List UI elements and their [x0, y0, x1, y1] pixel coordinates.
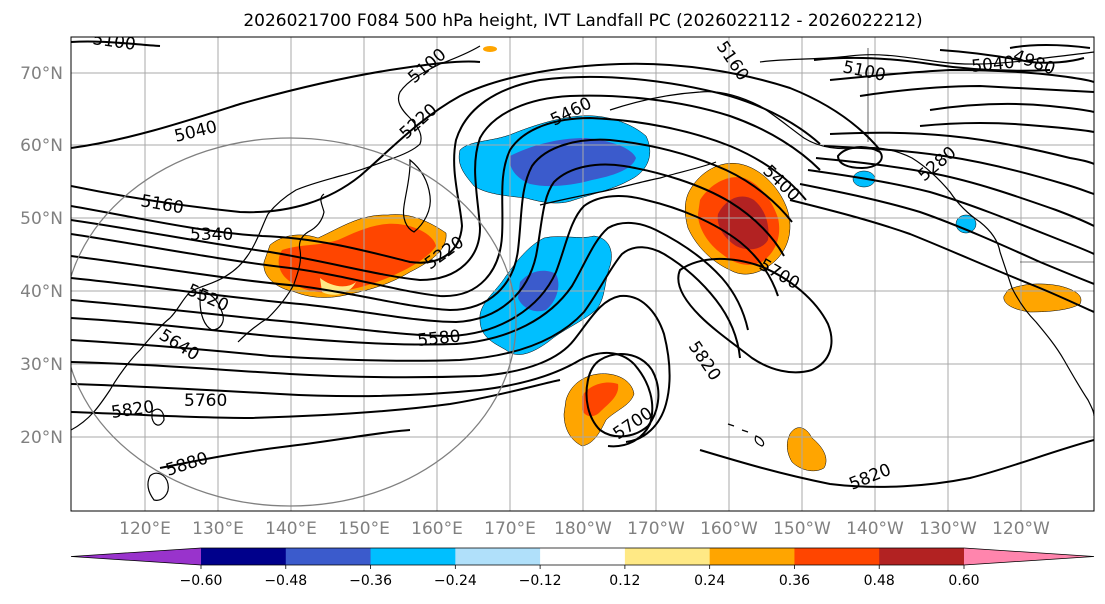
lon-label: 170°W [627, 519, 685, 539]
contour-label: 5100 [91, 29, 137, 55]
lon-label: 130°E [192, 519, 244, 539]
colorbar-extend-low [71, 548, 201, 565]
ivt-area-northpac-neg-inner [509, 138, 636, 187]
coast-kamchatka [402, 158, 431, 233]
contour-5040-east [939, 49, 1085, 64]
coast-korea [199, 289, 224, 331]
ivt-area-subtrop-west-inner [582, 382, 619, 417]
contour-5700-low [585, 353, 660, 438]
coast-japan [237, 193, 325, 343]
contour-5640-west [71, 246, 741, 362]
coast-asia [71, 45, 481, 431]
contour-5040-west [71, 60, 481, 149]
map-frame [70, 36, 1095, 512]
lon-label: 120°W [992, 519, 1050, 539]
contour-5580-east [807, 169, 1094, 255]
lat-labels: 70°N 60°N 50°N 40°N 30°N 20°N [20, 64, 63, 448]
contour-5280-east [929, 102, 1094, 113]
contour-5700-west [71, 294, 671, 443]
contour-5460-east [823, 145, 1094, 195]
colorbar-tick-label: −0.12 [519, 573, 562, 589]
coast-taiwan [151, 408, 165, 426]
colorbar-tick-label: 0.36 [779, 573, 810, 589]
coast-philippines [147, 472, 169, 501]
ivt-area-japan-inner [278, 223, 436, 293]
colorbar-band [455, 548, 541, 565]
colorbar-tick-label: −0.24 [434, 573, 477, 589]
contour-5520-west [71, 195, 779, 338]
lon-label: 140°W [846, 519, 904, 539]
contour-5760-west [71, 352, 654, 448]
contour-5580-west [71, 222, 749, 346]
lon-label: 120°E [119, 519, 171, 539]
colorbar: −0.60 −0.48 −0.36 −0.24 −0.12 0.12 0.24 0.36 0.4… [70, 547, 1095, 589]
distance-ring [71, 137, 517, 507]
colorbar-band [370, 548, 456, 565]
contour-4980-east [1009, 44, 1091, 49]
contour-5220-east [859, 84, 1094, 97]
lon-label: 130°W [919, 519, 977, 539]
contour-label: 5340 [190, 225, 233, 245]
coast-hawaii [727, 423, 765, 447]
colorbar-band [794, 548, 880, 565]
contour-5820-southeast [699, 439, 1094, 488]
contour-5340-east [919, 122, 1094, 133]
contour-5640-east [799, 183, 1094, 285]
contour-5400-east [829, 131, 1094, 165]
lon-label: 150°E [338, 519, 390, 539]
contour-5100-east [813, 56, 1051, 72]
contour-5460-west [71, 163, 785, 324]
contour-5700-east [789, 199, 1094, 313]
colorbar-extend-high [964, 548, 1094, 565]
colorbar-tick-label: −0.48 [264, 573, 307, 589]
lon-label: 160°E [411, 519, 463, 539]
lat-label: 40°N [20, 282, 63, 302]
lon-label: 140°E [265, 519, 317, 539]
contour-5280-west [71, 94, 821, 282]
contour-5340-west [71, 116, 807, 298]
contour-label: 5760 [184, 391, 227, 411]
coast-north-america [999, 251, 1094, 417]
colorbar-band [624, 548, 711, 565]
lon-label: 150°W [773, 519, 831, 539]
lat-label: 60°N [20, 136, 63, 156]
colorbar-tick-label: 0.12 [609, 573, 640, 589]
lat-label: 20°N [20, 428, 63, 448]
map-title: 2026021700 F084 500 hPa height, IVT Land… [243, 11, 922, 31]
height-contours [71, 40, 1094, 488]
colorbar-band [201, 548, 287, 565]
contour-5880 [159, 429, 411, 469]
contour-5100-west [71, 40, 161, 47]
contour-5220-west [71, 75, 821, 264]
colorbar-band [879, 548, 965, 565]
colorbar-tick-label: −0.36 [349, 573, 392, 589]
contour-label: 5580 [416, 327, 461, 351]
colorbar-tick-label: 0.24 [694, 573, 725, 589]
contour-5820-west [71, 379, 561, 420]
ivt-area-arctic-pos [483, 46, 497, 52]
lat-label: 70°N [20, 64, 63, 84]
ivt-area-hawaii [787, 427, 827, 472]
colorbar-band [285, 548, 372, 565]
lon-label: 180°W [554, 519, 612, 539]
lon-labels: 120°E 130°E 140°E 150°E 160°E 170°E 180°… [119, 519, 1050, 539]
contour-5160-west [71, 62, 881, 214]
contour-closed-low [836, 146, 883, 170]
colorbar-tick-label: 0.60 [948, 573, 979, 589]
contour-5520-east [815, 157, 1094, 227]
gridlines [71, 37, 1094, 511]
coast-aleutians [539, 161, 717, 206]
lon-label: 170°E [484, 519, 536, 539]
contour-label: 5040 [970, 53, 1015, 77]
colorbar-band [540, 548, 626, 565]
contour-5820-east [677, 258, 833, 374]
colorbar-tick-label: −0.60 [180, 573, 223, 589]
lat-label: 30°N [20, 355, 63, 375]
lat-label: 50°N [20, 209, 63, 229]
contour-5400-west [71, 138, 793, 312]
colorbar-band [709, 548, 795, 565]
lon-label: 160°W [700, 519, 758, 539]
colorbar-tick-label: 0.48 [864, 573, 895, 589]
